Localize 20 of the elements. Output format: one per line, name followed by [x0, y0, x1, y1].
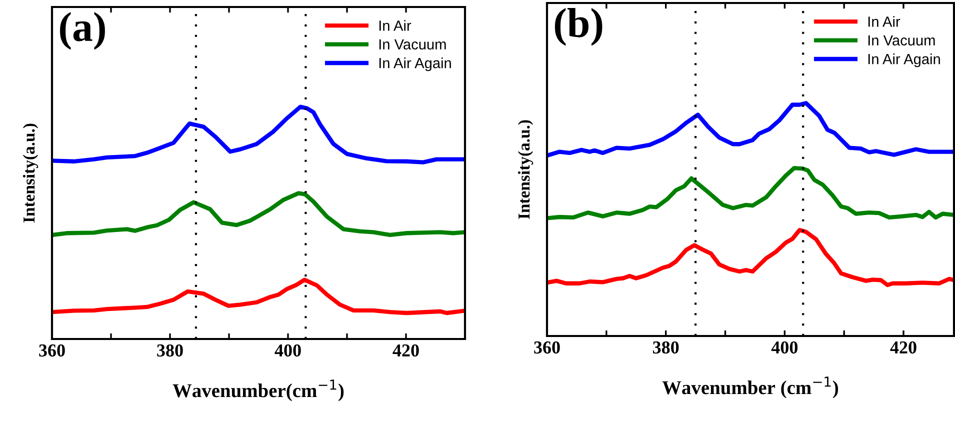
- text: (a): [60, 12, 105, 50]
- x-tick-label: 360: [39, 344, 65, 357]
- y-axis-title: Intensity(a.u.): [22, 124, 38, 222]
- legend-label: In Vacuum: [379, 39, 446, 50]
- x-tick-label: 380: [157, 344, 183, 357]
- x-axis-title: Wavenumber(cm$^{−1}$): [172, 380, 344, 402]
- x-tick-label: 360: [534, 341, 560, 354]
- legend-label: In Air Again: [868, 54, 940, 68]
- y-axis-title: Intensity(a.u.): [518, 120, 534, 219]
- x-tick-label: 380: [652, 341, 679, 354]
- legend-label: In Air: [379, 20, 412, 31]
- x-tick-label: 400: [771, 341, 798, 354]
- legend-label: In Air Again: [379, 58, 451, 72]
- legend-label: In Vacuum: [868, 35, 935, 46]
- x-tick-label: 400: [274, 344, 301, 357]
- text: (b): [554, 8, 602, 46]
- legend-label: In Air: [868, 16, 900, 27]
- x-axis-title: Wavenumber (cm$^{−1}$): [662, 376, 838, 398]
- x-tick-label: 420: [392, 344, 419, 357]
- x-tick-label: 420: [890, 341, 916, 354]
